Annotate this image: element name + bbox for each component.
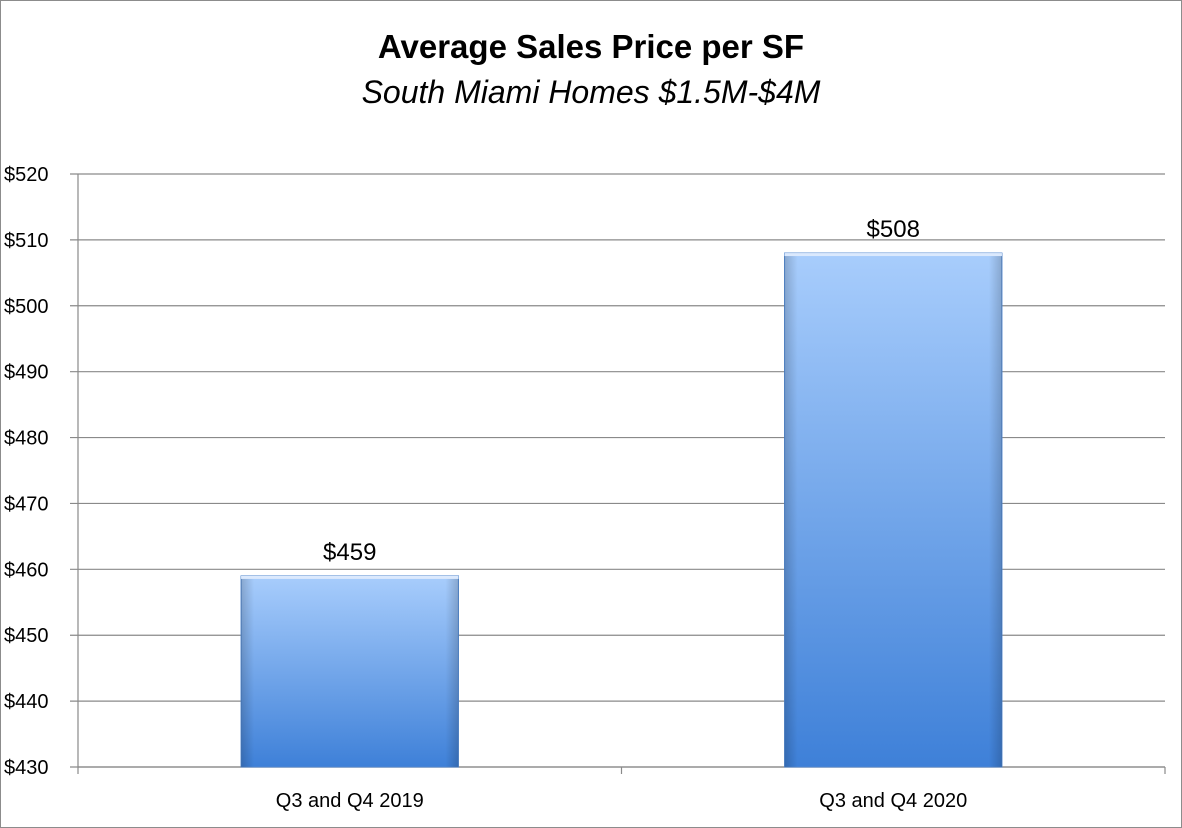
data-label: $508 (867, 216, 920, 243)
bar-highlight (241, 575, 459, 579)
bar-shading (241, 575, 459, 767)
y-tick-label: $460 (4, 559, 49, 581)
y-tick-label: $430 (4, 757, 49, 779)
bars (240, 252, 1003, 768)
labels: $430 $440 $450 $460 $470 $480 $490 $500 $510 $520… (4, 164, 967, 812)
bar-shading (784, 253, 1002, 768)
chart-subtitle: South Miami Homes $1.5M-$4M (361, 74, 821, 110)
y-tick-label: $480 (4, 428, 49, 450)
x-tick-label: Q3 and Q4 2020 (819, 790, 967, 812)
x-tick-label: Q3 and Q4 2019 (276, 790, 424, 812)
y-tick-label: $440 (4, 691, 49, 713)
y-tick-label: $470 (4, 493, 49, 515)
y-tick-label: $520 (4, 164, 49, 186)
y-tick-label: $490 (4, 362, 49, 384)
y-tick-label: $510 (4, 230, 49, 252)
data-label: $459 (323, 539, 376, 566)
y-tick-label: $450 (4, 625, 49, 647)
bar-highlight (784, 253, 1002, 257)
y-tick-label: $500 (4, 296, 49, 318)
chart-title: Average Sales Price per SF (377, 28, 805, 65)
